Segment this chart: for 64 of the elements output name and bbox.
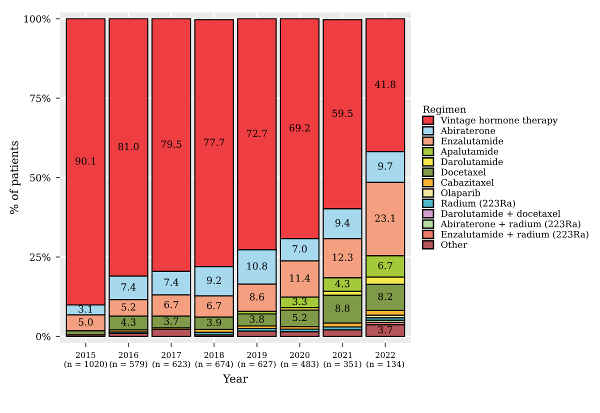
x-tick-label: 2018 (n = 674) (195, 352, 233, 368)
y-tick-label: 100% (24, 15, 50, 23)
data-label: 59.5 (332, 110, 353, 118)
legend-title: Regimen (423, 106, 466, 115)
x-tick-label: 2017 (n = 623) (152, 352, 190, 368)
data-label: 6.7 (164, 300, 178, 308)
y-tick-label: 0% (36, 332, 50, 340)
data-label: 5.2 (292, 314, 306, 322)
data-label: 8.8 (335, 304, 350, 312)
legend-label: Darolutamide + docetaxel (441, 210, 560, 217)
data-label: 4.3 (335, 280, 350, 288)
data-label: 69.2 (290, 124, 310, 132)
legend-label: Olaparib (441, 189, 480, 198)
data-label: 90.1 (75, 157, 96, 165)
data-label: 9.4 (335, 219, 350, 226)
data-label: 8.2 (378, 292, 392, 300)
data-label: 7.4 (164, 278, 179, 286)
data-label: 6.7 (207, 302, 222, 310)
data-label: 11.4 (290, 274, 310, 282)
x-tick-label: 2015 (n = 1020) (64, 352, 107, 368)
x-tick-label: 2021 (n = 351) (324, 352, 362, 368)
data-label: 77.7 (204, 138, 224, 146)
data-label: 23.1 (375, 214, 395, 222)
legend-label: Apalutamide (440, 148, 498, 157)
x-tick-label: 2022 (n = 134) (366, 352, 404, 368)
data-label: 3.8 (250, 315, 264, 323)
y-tick-label: 25% (30, 253, 50, 261)
legend-label: Enzalutamide + radium (223Ra) (441, 230, 588, 239)
data-label: 5.0 (78, 318, 93, 326)
y-axis-title: % of patients (10, 141, 20, 214)
y-tick-label: 50% (30, 174, 50, 182)
data-label: 7.0 (292, 245, 307, 253)
legend-label: Cabazitaxel (441, 178, 494, 186)
x-tick-label: 2016 (n = 579) (110, 352, 148, 368)
data-label: 9.7 (378, 162, 392, 170)
legend-label: Abiraterone + radium (223Ra) (440, 220, 580, 229)
data-label: 72.7 (246, 130, 268, 138)
data-label: 79.5 (161, 140, 182, 148)
data-label: 3.7 (378, 326, 392, 334)
legend-label: Docetaxel (441, 168, 486, 176)
y-tick-label: 75% (30, 94, 50, 102)
legend-label: Other (441, 241, 468, 248)
legend-label: Abiraterone (440, 127, 496, 134)
data-label: 5.2 (122, 303, 136, 311)
data-label: 9.2 (206, 276, 221, 284)
data-label: 10.8 (247, 262, 268, 270)
legend-label: Enzalutamide (441, 137, 504, 144)
data-label: 4.3 (121, 318, 136, 326)
data-label: 81.0 (118, 142, 139, 150)
data-label: 3.1 (78, 305, 92, 313)
x-tick-label: 2020 (n = 483) (280, 352, 318, 368)
data-label: 41.8 (374, 80, 396, 88)
data-label: 6.7 (378, 262, 392, 270)
data-label: 3.7 (164, 317, 178, 325)
data-label: 3.9 (207, 318, 222, 326)
legend-label: Radium (223Ra) (441, 200, 515, 208)
x-axis-title: Year (222, 374, 248, 383)
data-label: 7.4 (122, 283, 136, 291)
data-label: 3.3 (292, 298, 307, 306)
data-label: 8.6 (250, 293, 264, 300)
x-tick-label: 2019 (n = 627) (238, 352, 276, 368)
legend-label: Vintage hormone therapy (440, 116, 558, 126)
legend-label: Darolutamide (441, 158, 503, 166)
data-label: 12.3 (332, 254, 353, 261)
